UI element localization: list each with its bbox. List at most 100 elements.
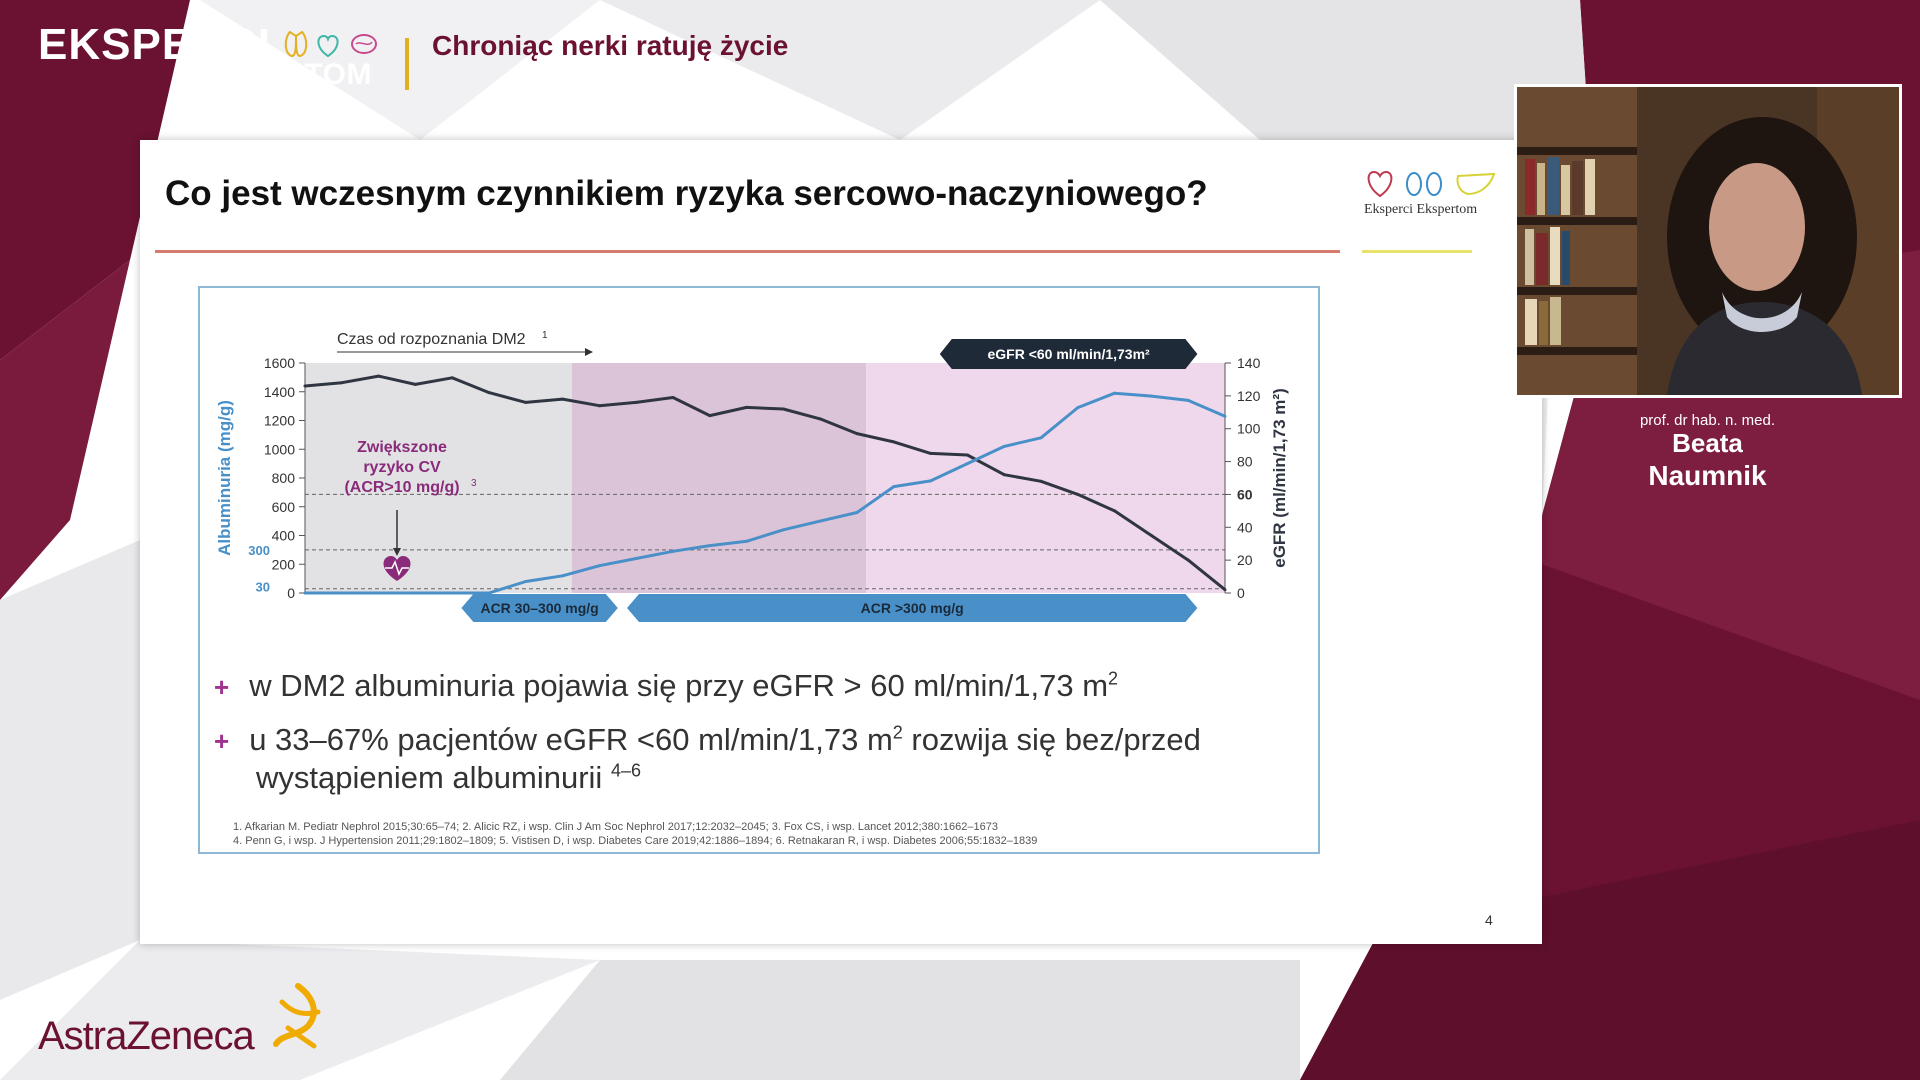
lungs-icon xyxy=(284,30,308,58)
right-tick-label: 60 xyxy=(1237,486,1253,502)
annotation-line-1: Zwiększone xyxy=(357,439,447,456)
speaker-role: prof. dr hab. n. med. xyxy=(1639,412,1776,429)
left-tick-label: 600 xyxy=(272,499,296,515)
data-point-egfr xyxy=(671,396,675,399)
data-point-albuminuria xyxy=(634,557,638,560)
data-point-albuminuria xyxy=(1039,436,1043,440)
right-tick-label: 40 xyxy=(1237,519,1253,535)
data-point-egfr xyxy=(745,405,749,409)
data-point-egfr xyxy=(855,432,859,436)
time-arrow-head xyxy=(585,348,593,356)
data-point-albuminuria xyxy=(487,591,491,595)
data-point-egfr xyxy=(1076,492,1080,496)
left-highlight-label: 30 xyxy=(256,580,270,595)
brain-icon xyxy=(351,34,377,54)
acr-low-arrow xyxy=(461,594,618,622)
speaker-video xyxy=(1514,84,1902,398)
left-highlight-label: 300 xyxy=(248,543,270,558)
data-point-egfr xyxy=(929,451,933,455)
data-point-albuminuria xyxy=(1149,394,1153,398)
data-point-egfr xyxy=(965,453,969,457)
data-point-egfr xyxy=(340,381,344,385)
time-axis-label-sup: 1 xyxy=(542,330,548,341)
egfr-arrow-label: eGFR <60 ml/min/1,73m² xyxy=(987,346,1150,362)
liver-icon xyxy=(1456,172,1496,196)
speaker-first-name: Beata xyxy=(1672,428,1743,458)
data-point-albuminuria xyxy=(1002,444,1006,448)
chart: 0200400600800100012001400160030030Albumi… xyxy=(215,330,1289,622)
data-point-egfr xyxy=(781,407,785,411)
speaker-video-frame xyxy=(1517,87,1899,395)
data-point-albuminuria xyxy=(1223,414,1227,418)
data-point-albuminuria xyxy=(781,528,785,532)
data-point-albuminuria xyxy=(1113,391,1117,395)
series-line-albuminuria xyxy=(305,391,1226,595)
phase-band-1 xyxy=(305,363,572,593)
left-tick-label: 1400 xyxy=(264,384,295,400)
figure-box: 0 200 400 600 800 1000 1200 1400 1600 300 30 Albumi… xyxy=(198,286,1320,854)
bullet-text-tail: rozwija się bez/przed xyxy=(902,722,1201,757)
left-tick-label: 0 xyxy=(287,585,295,601)
right-tick-label: 140 xyxy=(1237,355,1261,371)
data-point-albuminuria xyxy=(855,511,859,514)
bullet-text-line2: wystąpieniem albuminurii xyxy=(256,760,611,795)
data-point-albuminuria xyxy=(818,519,822,523)
right-tick-label: 100 xyxy=(1237,421,1261,437)
data-point-egfr xyxy=(1186,558,1190,562)
left-tick-label: 400 xyxy=(272,528,296,544)
left-axis-label: Albuminuria (mg/g) xyxy=(215,400,234,556)
data-point-albuminuria xyxy=(524,580,528,583)
phase-band-3 xyxy=(866,363,1225,593)
data-point-albuminuria xyxy=(450,591,454,595)
bullet-text: w DM2 albuminuria pojawia się przy eGFR … xyxy=(249,668,1109,703)
brand-title: EKSPERCI xyxy=(38,20,271,69)
page-number: 4 xyxy=(1485,912,1493,928)
data-point-albuminuria xyxy=(929,479,933,483)
bullet-plus-icon: + xyxy=(214,726,230,756)
speaker-last-name: Naumnik xyxy=(1648,460,1767,491)
data-point-egfr xyxy=(708,414,712,418)
heart-icon xyxy=(317,34,339,58)
data-point-albuminuria xyxy=(377,591,381,595)
bullet-1: + w DM2 albuminuria pojawia się przy eGFR… xyxy=(214,668,1118,704)
left-tick-label: 1200 xyxy=(264,413,295,429)
header-tagline: Chroniąc nerki ratuję życie xyxy=(432,30,789,61)
data-point-egfr xyxy=(377,374,381,378)
reference-line-1: 1. Afkarian M. Pediatr Nephrol 2015;30:6… xyxy=(233,821,998,833)
brand-subtitle: EKSPERTOM xyxy=(178,58,372,91)
data-point-egfr xyxy=(450,376,454,380)
data-point-albuminuria xyxy=(340,591,344,595)
data-point-albuminuria xyxy=(1076,406,1080,410)
data-point-albuminuria xyxy=(413,591,417,595)
right-tick-label: 120 xyxy=(1237,388,1261,404)
reference-line-2: 4. Penn G, i wsp. J Hypertension 2011;29… xyxy=(233,835,1038,847)
presentation-slide: Co jest wczesnym czynnikiem ryzyka serco… xyxy=(140,140,1542,944)
left-tick-label: 1600 xyxy=(264,355,295,371)
data-point-egfr xyxy=(597,404,601,408)
astrazeneca-swirl-icon xyxy=(273,983,321,1049)
data-point-albuminuria xyxy=(892,485,896,489)
brand-organ-icons xyxy=(284,30,377,58)
title-divider xyxy=(155,250,1340,253)
data-point-albuminuria xyxy=(708,544,712,548)
bullet-2-line2: wystąpieniem albuminurii 4–6 xyxy=(256,760,641,796)
data-point-albuminuria xyxy=(1186,398,1190,402)
bullet-text: u 33–67% pacjentów eGFR <60 ml/min/1,73 … xyxy=(249,722,893,757)
data-point-egfr xyxy=(1113,509,1117,513)
data-point-egfr xyxy=(1149,534,1153,537)
data-point-egfr xyxy=(1002,473,1006,477)
data-point-egfr xyxy=(892,440,896,444)
bullet-plus-icon: + xyxy=(214,672,230,702)
left-tick-label: 200 xyxy=(272,556,296,572)
slide-logo-icons xyxy=(1367,170,1496,198)
data-point-egfr xyxy=(413,382,417,386)
right-tick-label: 80 xyxy=(1237,454,1253,470)
annotation-line-3: (ACR>10 mg/g) xyxy=(344,479,459,496)
data-point-egfr xyxy=(1223,588,1227,592)
data-point-albuminuria xyxy=(671,549,675,553)
annotation-arrow-head xyxy=(393,548,401,556)
heartbeat-icon xyxy=(385,560,409,576)
data-point-egfr xyxy=(634,400,638,404)
logo-divider xyxy=(1362,250,1472,253)
acr-high-label: ACR >300 mg/g xyxy=(861,600,964,616)
